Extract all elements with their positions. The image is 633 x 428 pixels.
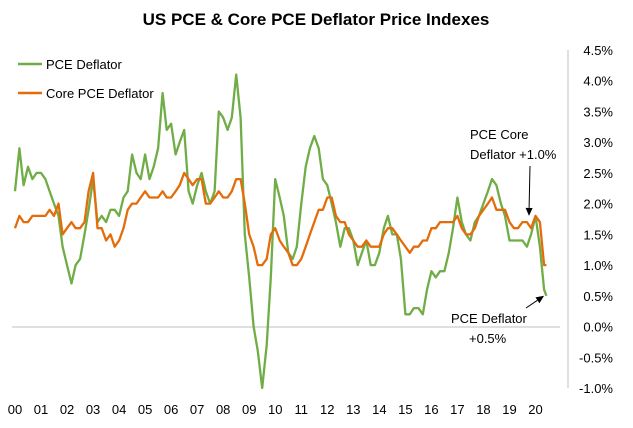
x-tick-label: 00: [8, 402, 22, 417]
annotation-pce-arrowhead: [535, 295, 545, 304]
y-tick-label: 1.5%: [583, 227, 613, 242]
x-tick-label: 16: [424, 402, 438, 417]
x-tick-label: 03: [86, 402, 100, 417]
x-tick-label: 04: [112, 402, 126, 417]
annotation-core-pce: PCE Core Deflator +1.0%: [470, 127, 557, 216]
x-tick-label: 01: [34, 402, 48, 417]
legend: PCE Deflator Core PCE Deflator: [18, 57, 154, 101]
x-tick-label: 20: [528, 402, 542, 417]
y-tick-label: 3.0%: [583, 135, 613, 150]
x-tick-label: 14: [372, 402, 386, 417]
x-tick-label: 10: [268, 402, 282, 417]
x-tick-label: 19: [502, 402, 516, 417]
y-tick-label: 2.0%: [583, 197, 613, 212]
series-line-pce: [13, 73, 548, 390]
y-tick-label: 3.5%: [583, 104, 613, 119]
x-tick-label: 13: [346, 402, 360, 417]
y-axis-ticks: 4.5% 4.0% 3.5% 3.0% 2.5% 2.0% 1.5% 1.0% 0.5% 0.0%…: [579, 43, 613, 396]
legend-label-core-pce: Core PCE Deflator: [46, 86, 154, 101]
x-tick-label: 18: [476, 402, 490, 417]
y-tick-label: 2.5%: [583, 166, 613, 181]
annotation-core-pce-arrowhead: [525, 207, 533, 216]
annotation-pce: PCE Deflator +0.5%: [451, 295, 545, 346]
legend-label-pce: PCE Deflator: [46, 57, 123, 72]
x-tick-label: 05: [138, 402, 152, 417]
annotation-pce-line2: +0.5%: [469, 331, 507, 346]
y-tick-label: -0.5%: [579, 350, 613, 365]
x-tick-label: 02: [60, 402, 74, 417]
x-axis-ticks: 00 01 02 03 04 05 06 07 08 09 10 11 12 13 14 15 16 17 18 19…: [8, 402, 543, 417]
annotation-core-pce-line1: PCE Core: [470, 127, 529, 142]
annotation-core-pce-arrow: [528, 165, 531, 208]
y-tick-label: -1.0%: [579, 381, 613, 396]
chart-title: US PCE & Core PCE Deflator Price Indexes: [143, 10, 490, 29]
y-tick-label: 0.0%: [583, 320, 613, 335]
annotation-core-pce-line2: Deflator +1.0%: [470, 147, 557, 162]
y-tick-label: 0.5%: [583, 289, 613, 304]
x-tick-label: 09: [242, 402, 256, 417]
x-tick-label: 12: [320, 402, 334, 417]
series-layer: [13, 73, 548, 390]
x-tick-label: 17: [450, 402, 464, 417]
series-line-core-pce: [13, 171, 547, 267]
x-tick-label: 07: [190, 402, 204, 417]
y-tick-label: 1.0%: [583, 258, 613, 273]
x-tick-label: 08: [216, 402, 230, 417]
annotation-pce-arrow: [525, 299, 538, 309]
y-tick-label: 4.0%: [583, 74, 613, 89]
y-tick-label: 4.5%: [583, 43, 613, 58]
x-tick-label: 15: [398, 402, 412, 417]
x-tick-label: 06: [164, 402, 178, 417]
annotation-pce-line1: PCE Deflator: [451, 311, 528, 326]
x-tick-label: 11: [295, 402, 309, 417]
